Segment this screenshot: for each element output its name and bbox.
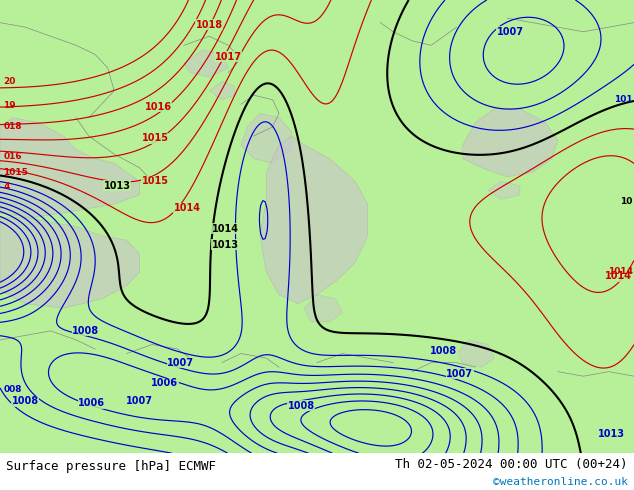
Polygon shape <box>209 82 235 99</box>
Text: 1008: 1008 <box>72 326 99 336</box>
Text: 1008: 1008 <box>12 396 39 406</box>
Text: 1007: 1007 <box>126 396 153 406</box>
Text: 1006: 1006 <box>152 378 178 388</box>
Text: 1018: 1018 <box>196 20 223 30</box>
Text: 1013: 1013 <box>104 181 131 191</box>
Text: 008: 008 <box>3 385 22 394</box>
Text: Th 02-05-2024 00:00 UTC (00+24): Th 02-05-2024 00:00 UTC (00+24) <box>395 458 628 471</box>
Polygon shape <box>241 113 292 163</box>
Polygon shape <box>456 340 495 367</box>
Text: 1015: 1015 <box>3 168 28 177</box>
Text: 19: 19 <box>3 100 16 110</box>
Text: ©weatheronline.co.uk: ©weatheronline.co.uk <box>493 477 628 487</box>
Text: 1008: 1008 <box>430 346 457 356</box>
Text: 10: 10 <box>620 197 633 206</box>
Text: 4: 4 <box>3 182 10 191</box>
Text: 1015: 1015 <box>142 133 169 143</box>
Polygon shape <box>463 109 558 177</box>
Text: 1014: 1014 <box>174 203 200 214</box>
Text: 018: 018 <box>3 122 22 130</box>
Text: 1007: 1007 <box>446 369 473 379</box>
Polygon shape <box>260 136 368 304</box>
Text: 1008: 1008 <box>288 401 314 411</box>
Text: 20: 20 <box>3 77 16 86</box>
Polygon shape <box>304 294 342 322</box>
Text: 1006: 1006 <box>79 398 105 408</box>
Text: 1014: 1014 <box>605 271 631 281</box>
Text: 1013: 1013 <box>598 429 625 439</box>
Text: 016: 016 <box>3 152 22 161</box>
Polygon shape <box>0 118 139 218</box>
Text: 101: 101 <box>614 95 633 104</box>
Polygon shape <box>184 50 228 77</box>
Text: 1017: 1017 <box>215 51 242 62</box>
Polygon shape <box>488 181 520 199</box>
Text: 1014: 1014 <box>608 268 633 276</box>
Text: 1007: 1007 <box>167 358 194 368</box>
Polygon shape <box>0 218 139 308</box>
Text: 1015: 1015 <box>142 176 169 186</box>
Text: 1013: 1013 <box>212 240 238 250</box>
Text: 1007: 1007 <box>497 27 524 37</box>
Text: 1016: 1016 <box>145 101 172 112</box>
Text: Surface pressure [hPa] ECMWF: Surface pressure [hPa] ECMWF <box>6 460 216 473</box>
Text: 1014: 1014 <box>212 224 238 234</box>
